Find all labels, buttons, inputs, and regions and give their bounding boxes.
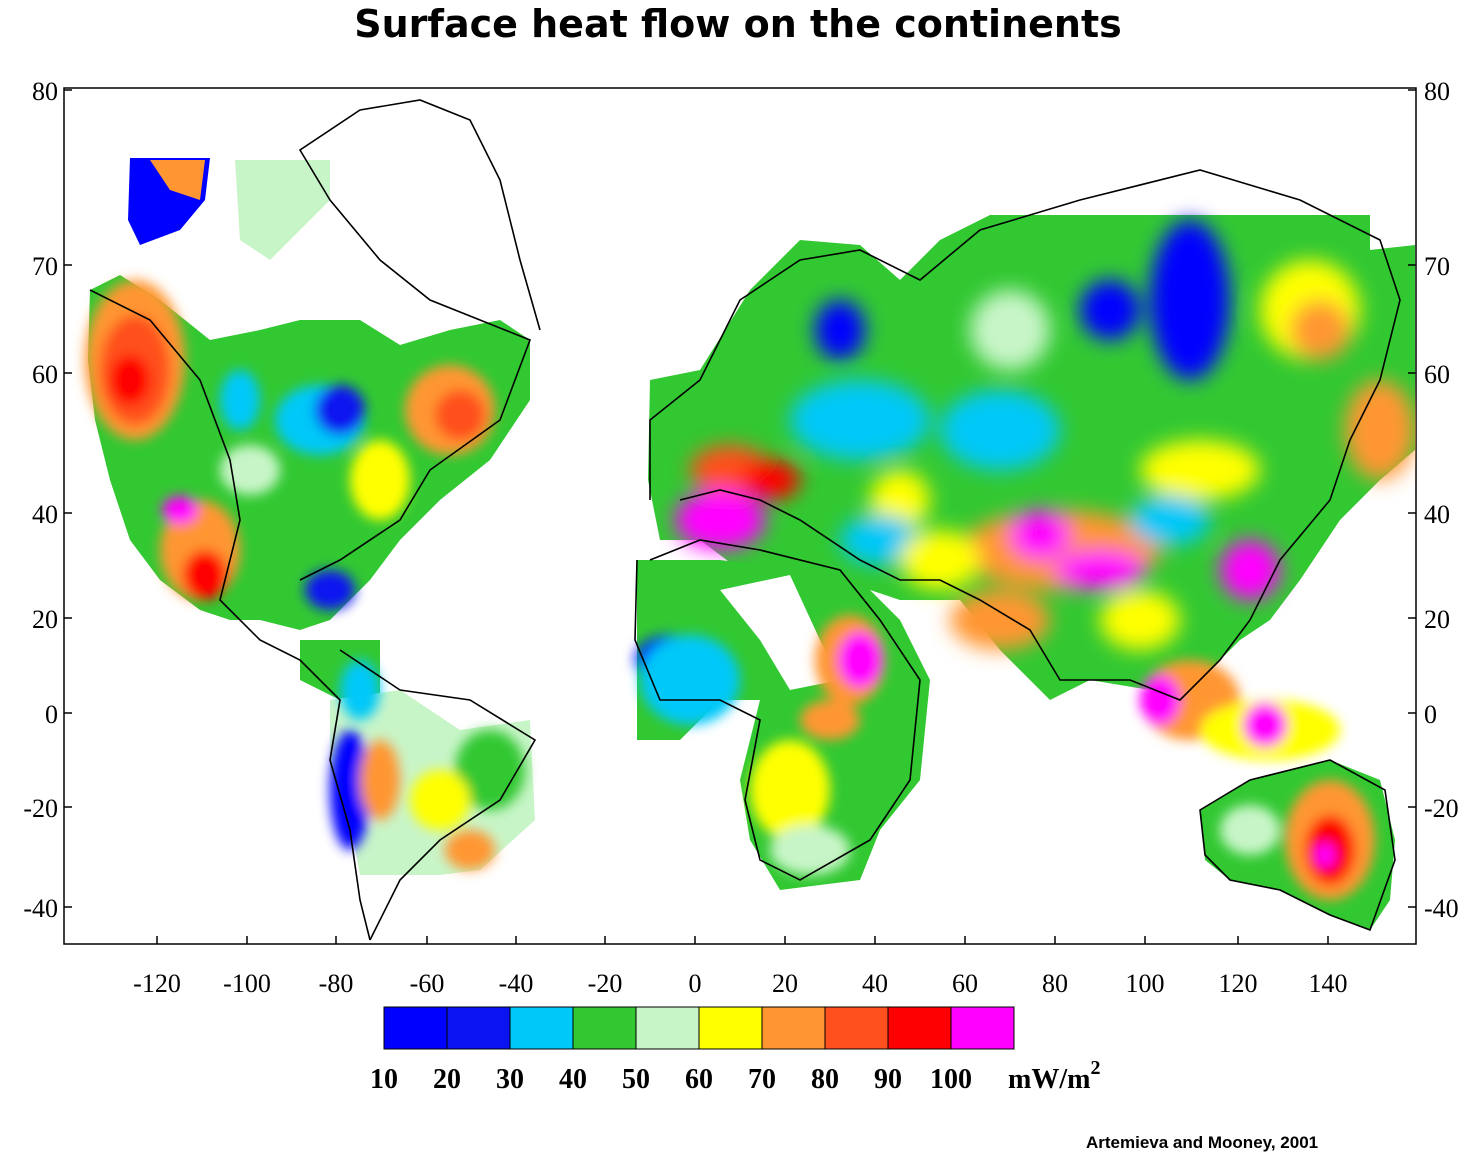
colorbar-label: 60 (685, 1064, 713, 1095)
colorbar-label: 50 (622, 1064, 650, 1095)
colorbar-label: 90 (874, 1064, 902, 1095)
x-tick-label: 100 (1126, 969, 1165, 998)
colorbar-swatch (761, 1006, 826, 1050)
x-tick-label: -40 (499, 969, 534, 998)
y-tick-label-right: 60 (1424, 360, 1450, 389)
colorbar-swatch (635, 1006, 700, 1050)
x-tick-label: 20 (772, 969, 798, 998)
x-tick-label: 140 (1309, 969, 1348, 998)
y-tick-label-left: 0 (45, 700, 58, 729)
y-tick-label-right: 80 (1424, 77, 1450, 106)
north-america-region (85, 158, 530, 630)
colorbar-swatch (383, 1006, 448, 1050)
colorbar-swatch (446, 1006, 511, 1050)
x-tick-label: 40 (862, 969, 888, 998)
x-tick-label: 0 (689, 969, 702, 998)
south-america-region (330, 660, 535, 875)
colorbar-swatch (950, 1006, 1015, 1050)
x-tick-label: -100 (223, 969, 271, 998)
heat-flow-fields (85, 99, 1415, 941)
coastlines (89, 99, 1401, 941)
y-tick-label-left: 80 (32, 77, 58, 106)
colorbar-swatch (887, 1006, 952, 1050)
y-tick-label-right: 40 (1424, 500, 1450, 529)
southeast-asia-region (1140, 660, 1340, 760)
map-title: Surface heat flow on the continents (354, 2, 1122, 46)
credit-text: Artemieva and Mooney, 2001 (1086, 1133, 1319, 1152)
colorbar-label: 20 (433, 1064, 461, 1095)
x-tick-label: 80 (1042, 969, 1068, 998)
y-tick-label-right: 70 (1424, 252, 1450, 281)
colorbar-swatch (572, 1006, 637, 1050)
y-tick-label-right: 0 (1424, 700, 1437, 729)
y-tick-label-left: -20 (23, 794, 58, 823)
x-tick-label: -120 (133, 969, 181, 998)
y-tick-label-left: 40 (32, 500, 58, 529)
y-tick-label-right: -20 (1424, 794, 1459, 823)
y-tick-label-left: 20 (32, 605, 58, 634)
x-tick-label: 120 (1219, 969, 1258, 998)
colorbar-label: 70 (748, 1064, 776, 1095)
y-tick-label-right: 20 (1424, 605, 1450, 634)
y-tick-label-left: 70 (32, 252, 58, 281)
colorbar-swatch (824, 1006, 889, 1050)
y-axis-left: 80 70 60 40 20 0 -20 -40 (23, 77, 72, 923)
colorbar-swatch (509, 1006, 574, 1050)
africa-region (635, 560, 930, 890)
x-tick-label: -60 (410, 969, 445, 998)
colorbar-label: 100 (930, 1064, 972, 1095)
x-tick-label: -80 (319, 969, 354, 998)
map-frame (63, 87, 1417, 945)
australia-region (1200, 760, 1395, 930)
colorbar-label: 40 (559, 1064, 587, 1095)
colorbar-label: 10 (370, 1064, 398, 1095)
y-tick-label-right: -40 (1424, 894, 1459, 923)
colorbar-label: 30 (496, 1064, 524, 1095)
y-axis-right: 80 70 60 40 20 0 -20 -40 (1408, 77, 1459, 923)
colorbar-unit: mW/m2 (1008, 1057, 1100, 1095)
y-tick-label-left: -40 (23, 894, 58, 923)
x-tick-label: 60 (952, 969, 978, 998)
colorbar-swatch (698, 1006, 763, 1050)
x-axis: -120 -100 -80 -60 -40 -20 0 20 40 60 80 100 120 140 (133, 936, 1348, 998)
colorbar: 10 20 30 40 50 60 70 80 90 100 (370, 1006, 1015, 1095)
y-tick-label-left: 60 (32, 360, 58, 389)
x-tick-label: -20 (588, 969, 623, 998)
colorbar-label: 80 (811, 1064, 839, 1095)
